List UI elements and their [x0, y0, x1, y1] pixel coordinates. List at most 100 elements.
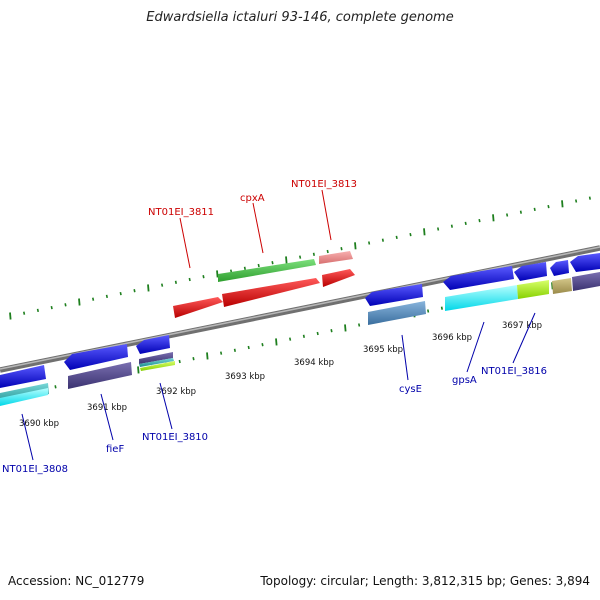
minor-tick [326, 249, 329, 254]
minor-tick [478, 218, 481, 223]
major-tick [285, 256, 288, 264]
forward-tick-track [9, 196, 591, 320]
leader-line [466, 321, 485, 373]
minor-tick [119, 291, 122, 296]
gene-label-NT01EI_3811[interactable]: NT01EI_3811 [148, 207, 214, 218]
minor-tick [247, 345, 250, 350]
gene-label-NT01EI_3816[interactable]: NT01EI_3816 [481, 366, 547, 377]
gene-feature-NT01EI_3816[interactable] [517, 280, 549, 299]
kbp-label: 3695 kbp [363, 345, 403, 355]
minor-tick [316, 331, 319, 336]
minor-tick [133, 289, 136, 293]
leader-line [512, 312, 536, 364]
label-leader-lines [21, 189, 536, 461]
gene-labels: NT01EI_3811 cpxA NT01EI_3813 NT01EI_3808… [2, 179, 547, 475]
forward-strand-genes [173, 251, 355, 318]
minor-tick [174, 280, 177, 284]
gene-feature-NT01EI_3819[interactable] [570, 253, 600, 272]
minor-tick [368, 241, 371, 245]
reverse-strand-genes [0, 253, 600, 406]
minor-tick [220, 351, 223, 355]
kbp-label: 3691 kbp [87, 403, 127, 413]
minor-tick [202, 275, 205, 279]
minor-tick [36, 308, 39, 313]
minor-tick [92, 297, 95, 301]
minor-tick [575, 199, 578, 203]
minor-tick [506, 213, 509, 217]
minor-tick [23, 311, 26, 315]
map-title: Edwardsiella ictaluri 93-146, complete g… [146, 10, 454, 25]
gene-feature-cpxA[interactable] [218, 259, 316, 282]
gene-feature-NT01EI_3807[interactable] [0, 365, 46, 388]
minor-tick [464, 221, 467, 226]
minor-tick [161, 283, 164, 287]
minor-tick [188, 277, 191, 282]
gene-feature-NT01EI_3811[interactable] [173, 297, 223, 318]
kbp-label: 3697 kbp [502, 321, 542, 331]
gene-feature-fieF[interactable] [68, 362, 132, 389]
minor-tick [289, 337, 292, 341]
gene-feature-gpsA-upper[interactable] [443, 266, 514, 290]
minor-tick [330, 329, 333, 333]
gene-feature-NT01EI_3813-segment[interactable] [322, 269, 355, 287]
minor-tick [547, 204, 550, 209]
gene-feature-NT01EI_3817[interactable] [550, 260, 569, 276]
gene-label-cpxA[interactable]: cpxA [240, 193, 265, 204]
minor-tick [427, 309, 430, 313]
minor-tick [192, 357, 195, 361]
gene-label-cysE[interactable]: cysE [399, 384, 422, 395]
minor-tick [54, 385, 57, 389]
minor-tick [243, 266, 246, 270]
gene-feature-cpxA-segment[interactable] [222, 278, 320, 307]
gene-feature-NT01EI_3813[interactable] [319, 251, 353, 264]
minor-tick [450, 224, 453, 228]
minor-tick [440, 306, 443, 310]
gene-feature-cysE-upper[interactable] [365, 284, 423, 306]
leader-line [252, 202, 264, 254]
minor-tick [395, 235, 398, 240]
major-tick [9, 312, 12, 320]
gene-feature-NT01EI_3810-a[interactable] [139, 352, 173, 364]
minor-tick [533, 207, 536, 212]
minor-tick [302, 334, 305, 338]
kbp-label: 3696 kbp [432, 333, 472, 343]
major-tick [206, 352, 209, 360]
major-tick [354, 242, 357, 250]
gene-label-fieF[interactable]: fieF [106, 444, 124, 455]
minor-tick [340, 247, 343, 251]
gene-feature-NT01EI_3820[interactable] [572, 272, 600, 291]
gene-feature-NT01EI_3810[interactable] [140, 361, 175, 371]
minor-tick [312, 252, 315, 256]
major-tick [137, 366, 140, 374]
major-tick [78, 298, 81, 306]
minor-tick [519, 210, 522, 214]
minor-tick [271, 261, 274, 265]
minor-tick [261, 343, 264, 347]
gene-label-NT01EI_3808[interactable]: NT01EI_3808 [2, 464, 68, 475]
leader-line [21, 413, 34, 461]
minor-tick [381, 238, 384, 242]
kbp-labels: 3690 kbp 3691 kbp 3692 kbp 3693 kbp 3694… [19, 321, 542, 429]
gene-feature-NT01EI_3810-b[interactable] [139, 358, 174, 367]
gene-feature-fieF-upper[interactable] [64, 344, 128, 370]
minor-tick [257, 263, 260, 268]
gene-feature-cysE[interactable] [368, 301, 426, 325]
minor-tick [50, 305, 53, 310]
major-tick [344, 324, 347, 332]
gene-feature-NT01EI_3815[interactable] [514, 262, 547, 281]
gene-label-NT01EI_3813[interactable]: NT01EI_3813 [291, 179, 357, 190]
major-tick [561, 200, 564, 208]
major-tick [551, 282, 554, 290]
minor-tick [409, 232, 412, 237]
gene-feature-gpsA[interactable] [445, 285, 518, 311]
gene-label-NT01EI_3810[interactable]: NT01EI_3810 [142, 432, 208, 443]
major-tick [275, 338, 278, 346]
minor-tick [358, 323, 361, 327]
kbp-label: 3690 kbp [19, 419, 59, 429]
major-tick [492, 214, 495, 222]
gene-label-gpsA[interactable]: gpsA [452, 375, 477, 386]
gene-feature-NT01EI_3808-lower[interactable] [0, 388, 48, 406]
gene-feature-NT01EI_3818[interactable] [552, 278, 572, 294]
gene-feature-NT01EI_3809[interactable] [136, 335, 170, 354]
